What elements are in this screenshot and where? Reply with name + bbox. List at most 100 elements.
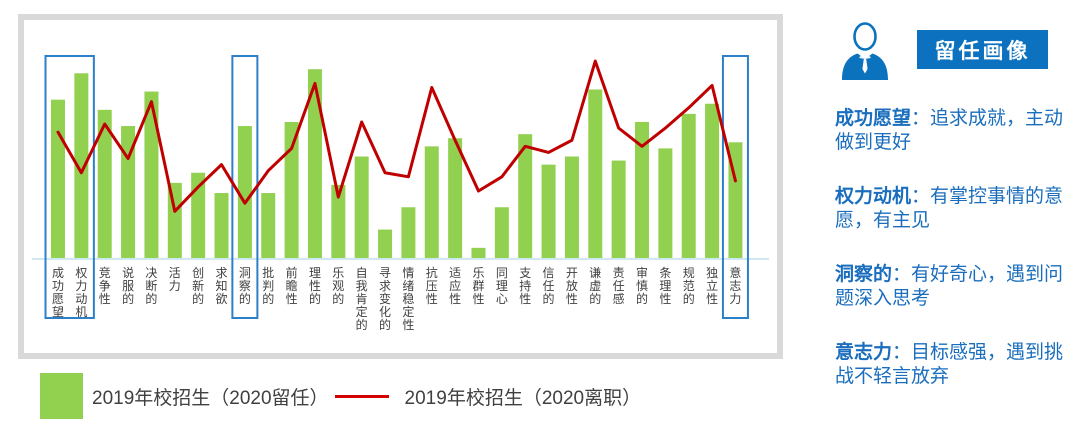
trait-text: 有掌控事情的意愿，有主见 (835, 186, 1064, 231)
svg-text:性: 性 (706, 292, 718, 306)
svg-text:适: 适 (449, 266, 461, 280)
retention-vs-attrition-chart: 成功愿望权力动机竞争性说服的决断的活力创新的求知欲洞察的批判的前瞻性理性的乐观的… (32, 55, 769, 332)
svg-text:志: 志 (729, 279, 741, 293)
svg-text:权: 权 (75, 266, 87, 280)
svg-text:动: 动 (75, 292, 87, 306)
svg-text:欲: 欲 (216, 292, 228, 306)
svg-text:性: 性 (402, 318, 414, 332)
svg-text:的: 的 (239, 291, 251, 306)
svg-text:力: 力 (75, 279, 87, 293)
svg-text:支: 支 (519, 266, 531, 280)
svg-text:化: 化 (379, 305, 391, 319)
svg-text:稳: 稳 (402, 291, 414, 306)
svg-text:的: 的 (262, 291, 274, 306)
svg-text:求: 求 (379, 279, 391, 293)
svg-text:肯: 肯 (356, 292, 368, 306)
svg-text:性: 性 (286, 292, 298, 306)
svg-text:成: 成 (52, 266, 64, 280)
svg-text:的: 的 (309, 291, 321, 306)
svg-text:感: 感 (613, 291, 625, 306)
trait-text: 目标感强，遇到挑战不轻言放弃 (835, 342, 1064, 387)
trait-item: 意志力：目标感强，遇到挑战不轻言放弃 (835, 341, 1077, 389)
line-series-label: 2019年校招生（2020离职） (404, 387, 642, 409)
trait-colon: ： (892, 264, 912, 285)
svg-text:察: 察 (239, 279, 251, 293)
trait-descriptions: 成功愿望：追求成就，主动做到更好 权力动机：有掌控事情的意愿，有主见 洞察的：有… (835, 107, 1077, 389)
svg-text:放: 放 (566, 278, 578, 293)
svg-text:独: 独 (706, 266, 718, 280)
trait-item: 成功愿望：追求成就，主动做到更好 (835, 107, 1077, 155)
trait-chart-frame: 成功愿望权力动机竞争性说服的决断的活力创新的求知欲洞察的批判的前瞻性理性的乐观的… (18, 14, 783, 359)
chart-legend: 2019年校招生（2020留任） 2019年校招生（2020离职） (40, 372, 641, 420)
svg-text:任: 任 (613, 279, 625, 293)
bar-series-swatch (40, 373, 83, 419)
svg-text:服: 服 (122, 279, 134, 293)
svg-text:性: 性 (309, 279, 321, 293)
svg-text:绪: 绪 (402, 279, 414, 293)
svg-text:心: 心 (496, 292, 508, 306)
trait-text: 有好奇心，遇到问题深入思考 (835, 264, 1064, 309)
svg-text:的: 的 (589, 291, 601, 306)
svg-text:任: 任 (543, 279, 555, 293)
svg-text:乐: 乐 (472, 266, 484, 280)
svg-text:力: 力 (169, 279, 181, 293)
svg-text:理: 理 (659, 279, 671, 293)
svg-text:定: 定 (356, 304, 368, 319)
svg-text:的: 的 (122, 291, 134, 306)
svg-text:瞻: 瞻 (286, 279, 298, 293)
svg-text:的: 的 (636, 291, 648, 306)
svg-text:性: 性 (426, 292, 438, 306)
svg-text:机: 机 (75, 305, 87, 319)
svg-text:性: 性 (519, 292, 531, 306)
svg-text:同: 同 (496, 266, 508, 280)
svg-text:定: 定 (402, 304, 414, 319)
svg-text:观: 观 (332, 279, 344, 293)
svg-text:争: 争 (99, 279, 111, 293)
svg-text:谦: 谦 (589, 266, 601, 280)
trait-colon: ： (892, 342, 912, 363)
svg-text:力: 力 (729, 292, 741, 306)
svg-text:情: 情 (402, 266, 414, 280)
svg-text:性: 性 (566, 292, 578, 306)
profile-badge: 留任画像 (917, 30, 1048, 69)
svg-text:审: 审 (636, 265, 648, 280)
retention-profile-panel: 留任画像 成功愿望：追求成就，主动做到更好 权力动机：有掌控事情的意愿，有主见 … (835, 20, 1077, 419)
svg-text:乐: 乐 (332, 266, 344, 280)
trait-item: 权力动机：有掌控事情的意愿，有主见 (835, 185, 1077, 233)
svg-text:责: 责 (613, 266, 625, 280)
svg-text:性: 性 (659, 292, 671, 306)
svg-text:抗: 抗 (426, 265, 438, 280)
svg-text:性: 性 (472, 292, 484, 306)
svg-text:自: 自 (356, 266, 368, 280)
svg-text:知: 知 (216, 279, 228, 293)
svg-text:立: 立 (706, 278, 718, 293)
svg-text:求: 求 (216, 266, 228, 280)
svg-text:我: 我 (356, 279, 368, 293)
svg-text:创: 创 (192, 266, 204, 280)
svg-text:前: 前 (286, 265, 298, 280)
svg-text:判: 判 (262, 279, 274, 293)
svg-text:信: 信 (543, 266, 555, 280)
svg-text:的: 的 (145, 291, 157, 306)
svg-text:理: 理 (496, 279, 508, 293)
svg-text:洞: 洞 (239, 266, 251, 280)
trait-item: 洞察的：有好奇心，遇到问题深入思考 (835, 263, 1077, 311)
svg-text:说: 说 (122, 265, 134, 280)
svg-text:竞: 竞 (99, 266, 111, 280)
svg-text:的: 的 (683, 291, 695, 306)
svg-text:范: 范 (683, 279, 695, 293)
bar-series-label: 2019年校招生（2020留任） (92, 387, 329, 409)
svg-text:的: 的 (356, 317, 368, 332)
svg-text:的: 的 (332, 291, 344, 306)
line-series-swatch (334, 394, 389, 398)
trait-colon: ： (911, 108, 931, 129)
profile-header: 留任画像 (835, 20, 1077, 80)
trait-text: 追求成就，主动做到更好 (835, 108, 1064, 153)
svg-text:新: 新 (192, 278, 204, 293)
svg-text:性: 性 (99, 292, 111, 306)
trait-term: 意志力 (835, 342, 893, 363)
svg-text:的: 的 (379, 317, 391, 332)
svg-text:决: 决 (145, 266, 157, 280)
svg-text:应: 应 (449, 278, 461, 293)
svg-text:开: 开 (566, 266, 578, 280)
